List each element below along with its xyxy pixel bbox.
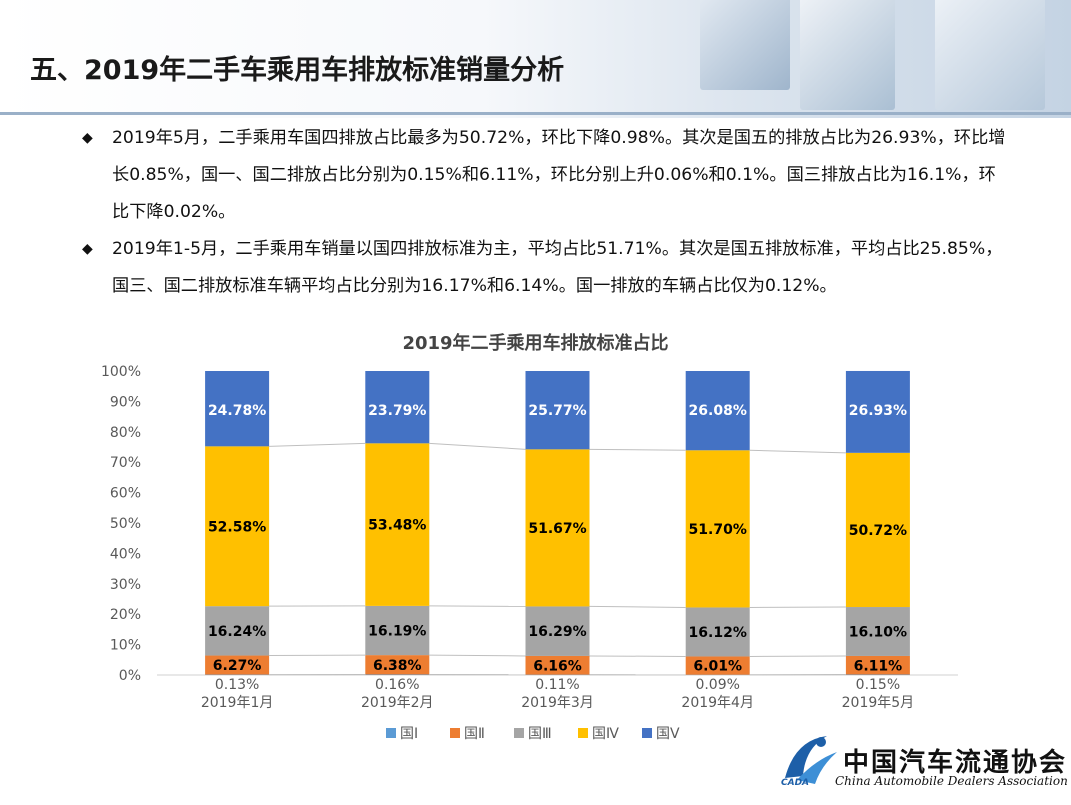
bar-segment — [525, 371, 590, 450]
data-label: 0.13% — [215, 677, 259, 693]
bar-segment — [525, 606, 590, 656]
y-tick-label: 10% — [110, 638, 141, 654]
bar-segment — [365, 443, 430, 606]
y-tick-label: 20% — [110, 607, 141, 623]
bar-segment — [685, 371, 750, 451]
page-title: 五、2019年二手车乘用车排放标准销量分析 — [30, 55, 565, 86]
x-tick-label: 2019年1月 — [201, 695, 274, 711]
y-tick-label: 70% — [110, 455, 141, 471]
data-label: 26.93% — [849, 403, 907, 419]
data-label: 0.15% — [856, 677, 900, 693]
data-label: 53.48% — [368, 518, 426, 534]
decorative-cube — [800, 0, 895, 110]
legend-swatch — [386, 728, 396, 738]
legend-label: 国Ⅰ — [400, 726, 418, 742]
series-connector-line — [589, 605, 686, 608]
series-connector-line — [589, 448, 686, 451]
bullet-item: ◆ 2019年5月，二手乘用车国四排放占比最多为50.72%，环比下降0.98%… — [82, 120, 1012, 231]
logo-chinese-name: 中国汽车流通协会 — [843, 748, 1068, 778]
bar-segment — [205, 446, 270, 607]
logo-english-name: China Automobile Dealers Association — [835, 774, 1068, 788]
bar-segment — [365, 605, 430, 656]
data-label: 51.67% — [528, 521, 586, 537]
diamond-bullet-icon: ◆ — [82, 241, 93, 257]
data-label: 6.16% — [533, 658, 582, 674]
cada-emblem-icon — [785, 736, 837, 784]
data-label: 16.29% — [528, 624, 586, 640]
data-label: 50.72% — [849, 523, 907, 539]
y-tick-label: 100% — [101, 364, 141, 380]
legend-label: 国Ⅱ — [464, 726, 485, 742]
bullet-item: ◆ 2019年1-5月，二手乘用车销量以国四排放标准为主，平均占比51.71%。… — [82, 231, 1012, 305]
y-tick-label: 90% — [110, 394, 141, 410]
legend-swatch — [578, 728, 588, 738]
data-label: 16.19% — [368, 624, 426, 640]
bar-segment — [365, 371, 430, 444]
series-connector-line — [589, 655, 686, 657]
y-tick-label: 0% — [119, 668, 141, 684]
data-label: 6.27% — [213, 658, 262, 674]
data-label: 6.01% — [693, 659, 742, 675]
data-label: 6.38% — [373, 658, 422, 674]
summary-bullets: ◆ 2019年5月，二手乘用车国四排放占比最多为50.72%，环比下降0.98%… — [82, 120, 1012, 305]
data-label: 6.11% — [854, 658, 903, 674]
decorative-cube — [700, 0, 790, 90]
chart-title: 2019年二手乘用车排放标准占比 — [402, 333, 669, 354]
series-connector-line — [749, 449, 846, 454]
diamond-bullet-icon: ◆ — [82, 130, 93, 146]
data-label: 0.09% — [695, 677, 739, 693]
bar-segment — [525, 655, 590, 675]
series-connector-line — [269, 442, 366, 447]
header-banner — [0, 0, 1071, 118]
bar-segment — [685, 607, 750, 657]
x-tick-label: 2019年2月 — [361, 695, 434, 711]
bar-segment — [205, 606, 270, 656]
bar-segment — [205, 655, 270, 675]
title-divider — [0, 112, 1071, 115]
y-tick-label: 80% — [110, 425, 141, 441]
bar-segment — [685, 450, 750, 608]
logo-abbreviation: CADA — [781, 778, 810, 788]
legend-label: 国Ⅴ — [656, 726, 680, 742]
data-label: 51.70% — [689, 522, 747, 538]
series-connector-line — [429, 654, 526, 657]
bar-segment — [685, 656, 750, 675]
y-tick-label: 30% — [110, 577, 141, 593]
data-label: 0.11% — [535, 677, 579, 693]
series-connector-line — [429, 605, 526, 607]
bar-segment — [845, 607, 910, 656]
data-label: 16.10% — [849, 624, 907, 640]
data-label: 0.16% — [375, 677, 419, 693]
bullet-text: 2019年5月，二手乘用车国四排放占比最多为50.72%，环比下降0.98%。其… — [112, 128, 1006, 222]
data-label: 26.08% — [689, 403, 747, 419]
bar-segment — [845, 370, 910, 453]
legend-swatch — [514, 728, 524, 738]
x-tick-label: 2019年5月 — [842, 695, 915, 711]
legend-label: 国Ⅳ — [592, 726, 619, 742]
legend-label: 国Ⅲ — [528, 726, 552, 742]
y-tick-label: 60% — [110, 486, 141, 502]
bullet-text: 2019年1-5月，二手乘用车销量以国四排放标准为主，平均占比51.71%。其次… — [112, 239, 1003, 296]
bar-segment — [845, 452, 910, 608]
bar-segment — [525, 449, 590, 607]
bar-segment — [205, 371, 270, 447]
data-label: 52.58% — [208, 519, 266, 535]
data-label: 16.24% — [208, 624, 266, 640]
data-label: 25.77% — [528, 403, 586, 419]
data-label: 23.79% — [368, 403, 426, 419]
x-tick-label: 2019年4月 — [681, 695, 754, 711]
x-tick-label: 2019年3月 — [521, 695, 594, 711]
bar-segment — [365, 655, 430, 675]
y-tick-label: 50% — [110, 516, 141, 532]
y-tick-label: 40% — [110, 546, 141, 562]
series-connector-line — [429, 442, 526, 450]
data-label: 24.78% — [208, 403, 266, 419]
bar-segment — [845, 655, 910, 675]
decorative-cube — [935, 0, 1045, 110]
cada-logo: CADA 中国汽车流通协会 China Automobile Dealers A… — [775, 728, 1071, 805]
legend-swatch — [642, 728, 652, 738]
legend-swatch — [450, 728, 460, 738]
data-label: 16.12% — [689, 625, 747, 641]
